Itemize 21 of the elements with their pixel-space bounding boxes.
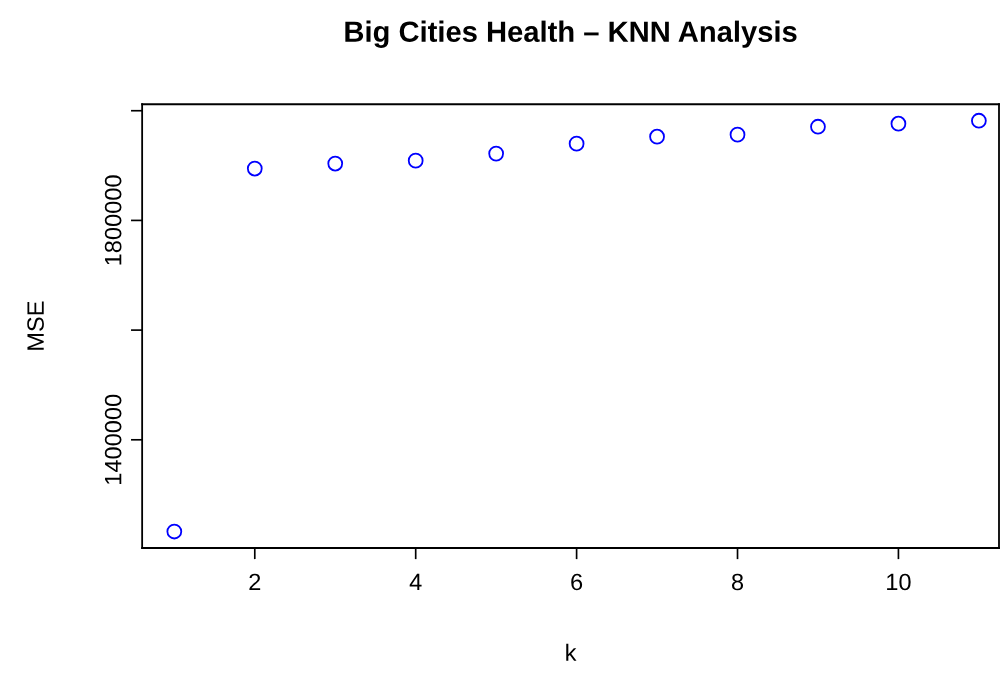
point — [971, 112, 987, 129]
point — [729, 126, 746, 143]
point — [488, 145, 504, 162]
point — [327, 155, 344, 172]
x-tick-label: 8 — [731, 573, 744, 591]
x-tick-label: 10 — [887, 573, 911, 591]
point — [166, 523, 183, 540]
x-tick-label: 2 — [249, 573, 261, 591]
chart-title: Big Cities Health – KNN Analysis — [345, 20, 797, 48]
point — [810, 118, 826, 135]
x-axis-title: k — [566, 643, 577, 661]
point — [407, 152, 424, 169]
point — [649, 128, 665, 145]
x-tick-label: 4 — [409, 573, 422, 591]
y-axis-title: MSE — [27, 301, 44, 350]
y-tick-label: 1400000 — [104, 394, 122, 484]
y-tick-label: 1800000 — [104, 175, 122, 265]
point — [890, 115, 907, 132]
x-tick-label: 6 — [571, 573, 583, 591]
point — [246, 160, 263, 177]
point — [568, 135, 585, 152]
